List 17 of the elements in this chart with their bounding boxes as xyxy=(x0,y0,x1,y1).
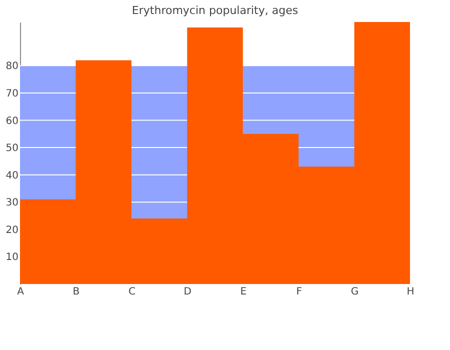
x-tick-label: B xyxy=(72,286,80,298)
y-tick-label: 80 xyxy=(6,61,18,72)
x-tick-label: E xyxy=(240,286,247,298)
y-tick-label: 40 xyxy=(6,170,18,182)
y-tick-label: 20 xyxy=(6,224,18,236)
x-tick-label: G xyxy=(350,286,359,298)
x-tick-label: C xyxy=(128,286,136,298)
y-tick-label: 70 xyxy=(6,88,18,100)
x-tick-label: F xyxy=(296,286,302,298)
y-tick-label: 10 xyxy=(6,252,18,264)
y-tick-label: 50 xyxy=(6,143,18,154)
x-tick-label: D xyxy=(184,286,192,298)
y-tick-label: 60 xyxy=(6,116,18,127)
chart-title: Erythromycin popularity, ages xyxy=(132,4,298,17)
x-tick-label: H xyxy=(406,286,414,298)
y-tick-label: 30 xyxy=(6,198,18,209)
x-tick-label: A xyxy=(17,286,24,298)
